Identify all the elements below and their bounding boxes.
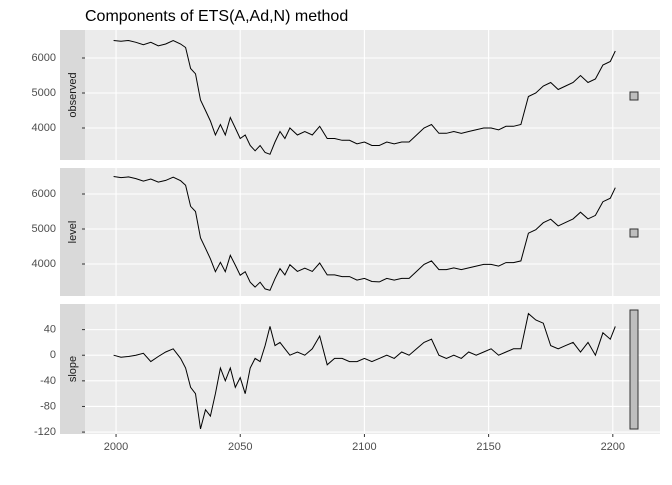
x-tick-label: 2150: [476, 441, 500, 453]
y-tick-label: 5000: [32, 87, 56, 99]
y-tick-label: 0: [50, 349, 56, 361]
x-tick-label: 2050: [228, 441, 252, 453]
y-tick-label: -120: [34, 426, 56, 438]
panel-background: [85, 30, 660, 160]
panel-background: [85, 304, 660, 434]
strip-label: observed: [67, 72, 79, 117]
line: [113, 312, 616, 430]
panel-background: [85, 168, 660, 296]
range-bar: [629, 91, 639, 101]
y-tick-label: 6000: [32, 188, 56, 200]
strip: [60, 30, 85, 160]
strip: [60, 168, 85, 296]
y-tick-label: -40: [40, 375, 56, 387]
strip: [60, 304, 85, 434]
line: [113, 39, 616, 155]
chart-title: Components of ETS(A,Ad,N) method: [85, 8, 348, 25]
x-tick-label: 2000: [104, 441, 128, 453]
y-tick-label: 4000: [32, 122, 56, 134]
y-tick-label: 40: [44, 324, 56, 336]
y-tick-label: 6000: [32, 52, 56, 64]
range-bar: [629, 228, 639, 238]
strip-label: level: [67, 221, 79, 244]
y-tick-label: -80: [40, 400, 56, 412]
x-tick-label: 2200: [601, 441, 625, 453]
x-tick-label: 2100: [352, 441, 376, 453]
y-tick-label: 4000: [32, 258, 56, 270]
strip-label: slope: [67, 356, 79, 382]
range-bar: [629, 309, 639, 430]
y-tick-label: 5000: [32, 223, 56, 235]
line: [113, 176, 616, 291]
